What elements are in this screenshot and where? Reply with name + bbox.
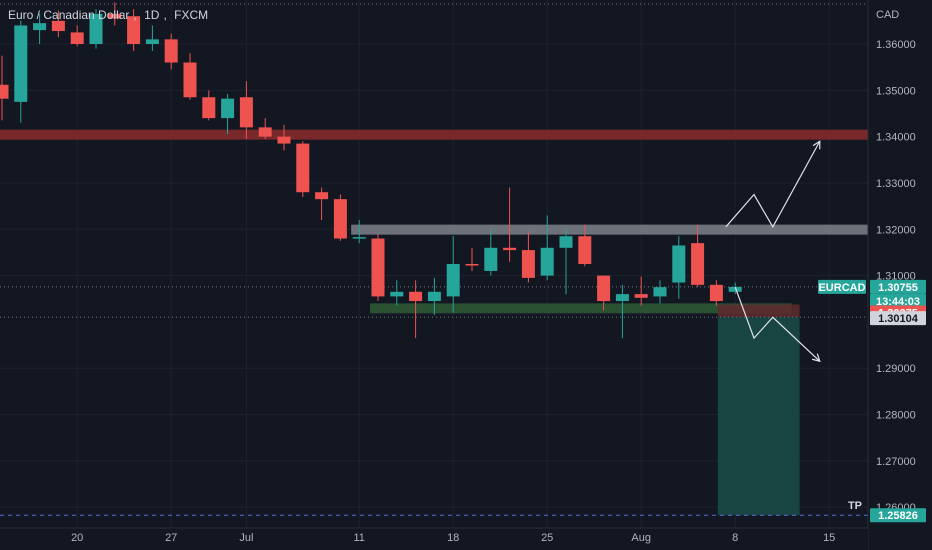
bullish-arrow-path — [725, 140, 821, 229]
y-tick-label-6: 1.29000 — [876, 363, 916, 375]
price-lines — [0, 3, 868, 516]
candle-body-24 — [446, 264, 460, 297]
y-tick-label-8: 1.27000 — [876, 456, 916, 468]
candle-body-1 — [14, 25, 28, 102]
candle-body-9 — [164, 39, 178, 63]
zone-support — [370, 303, 792, 314]
x-tick-label-6: Aug — [631, 532, 651, 544]
symbol-title[interactable]: Euro / Canadian Dollar, 1D, FXCM — [8, 8, 209, 22]
currency-label: CAD — [876, 9, 899, 21]
price-axis-bg — [868, 0, 932, 550]
x-tick-label-8: 15 — [823, 532, 835, 544]
x-tick-label-3: 11 — [353, 532, 364, 544]
candlestick-series — [0, 2, 742, 339]
candle-body-32 — [597, 275, 611, 302]
price-axis[interactable]: CAD 1.36000 1.35000 1.34000 1.33000 1.32000 1.… — [867, 0, 932, 550]
x-tick-label-1: 27 — [165, 532, 177, 544]
candle-body-0 — [0, 84, 9, 99]
candle-body-19 — [352, 237, 366, 239]
candle-body-8 — [145, 39, 159, 44]
projection-arrows — [725, 140, 821, 363]
y-tick-label-2: 1.34000 — [876, 132, 916, 144]
symbol-interval: 1D — [144, 8, 160, 22]
last-price-tag-text: 1.30755 — [878, 282, 918, 294]
y-tick-label-3: 1.33000 — [876, 178, 916, 190]
candle-body-29 — [540, 247, 554, 276]
short-position-tool[interactable] — [717, 304, 800, 516]
position-target-area — [717, 317, 800, 516]
price-axis-labels: EURCAD1.3075513:44:031.303751.301041.258… — [818, 279, 926, 523]
candle-body-17 — [315, 192, 329, 200]
candle-body-34 — [634, 294, 648, 298]
candle-body-15 — [277, 136, 291, 144]
candle-body-38 — [709, 284, 723, 302]
y-tick-label-7: 1.28000 — [876, 410, 916, 422]
bearish-arrow-head — [811, 353, 821, 363]
horizontal-zones — [0, 129, 868, 314]
candle-body-37 — [691, 243, 705, 285]
candle-body-25 — [465, 264, 479, 266]
x-tick-label-2: Jul — [239, 532, 253, 544]
entry-price-tag-bg — [870, 311, 926, 326]
candle-body-14 — [258, 127, 272, 137]
candle-body-5 — [89, 13, 103, 44]
candle-body-36 — [672, 245, 686, 283]
tp-label: TP — [848, 500, 862, 512]
symbol-tag-bg — [818, 279, 866, 294]
symbol-exchange: FXCM — [174, 8, 209, 22]
time-axis[interactable]: 20 27 Jul 11 18 25 Aug 8 15 — [0, 527, 868, 550]
last-price-tag-bg — [870, 279, 926, 294]
candle-body-12 — [221, 98, 235, 119]
entry-price-tag-text: 1.30104 — [878, 313, 919, 325]
candle-body-20 — [371, 238, 385, 297]
time-axis-bg — [0, 528, 868, 550]
zone-range-top — [351, 224, 868, 235]
candle-body-4 — [70, 32, 84, 44]
x-tick-label-4: 18 — [447, 532, 459, 544]
x-tick-label-0: 20 — [71, 532, 83, 544]
candle-body-22 — [409, 291, 423, 302]
candle-body-21 — [390, 291, 404, 297]
bullish-arrow-head — [812, 140, 821, 150]
target-price-tag-text: 1.25826 — [878, 510, 918, 522]
candle-body-18 — [333, 199, 347, 239]
candle-body-26 — [484, 247, 498, 271]
candle-body-13 — [239, 97, 253, 128]
candle-body-7 — [127, 16, 141, 44]
y-tick-label-5: 1.31000 — [876, 271, 916, 283]
symbol-tag-text: EURCAD — [818, 282, 865, 294]
y-tick-label-0: 1.36000 — [876, 39, 916, 51]
bearish-arrow-path — [734, 286, 821, 362]
x-tick-label-7: 8 — [732, 532, 738, 544]
candle-body-27 — [503, 247, 517, 251]
candle-body-28 — [521, 250, 535, 278]
candle-body-35 — [653, 287, 667, 297]
x-tick-label-5: 25 — [541, 532, 553, 544]
candle-body-39 — [728, 286, 742, 292]
candle-body-11 — [202, 97, 216, 119]
candle-body-3 — [51, 20, 65, 32]
symbol-name: Euro / Canadian Dollar — [8, 8, 130, 22]
y-tick-label-4: 1.32000 — [876, 224, 916, 236]
y-tick-label-1: 1.35000 — [876, 85, 916, 97]
position-stop-area — [717, 304, 800, 318]
candle-body-33 — [615, 294, 629, 302]
target-price-tag-bg — [870, 508, 926, 523]
candle-body-31 — [578, 236, 592, 264]
countdown-tag-text: 13:44:03 — [876, 296, 920, 308]
candle-body-10 — [183, 62, 197, 98]
candle-body-16 — [296, 143, 310, 193]
countdown-tag-bg — [870, 293, 926, 308]
candle-body-23 — [427, 291, 441, 302]
candle-body-30 — [559, 236, 573, 248]
candle-body-2 — [33, 23, 47, 31]
candle-body-6 — [108, 13, 122, 19]
zone-resistance — [0, 129, 868, 140]
